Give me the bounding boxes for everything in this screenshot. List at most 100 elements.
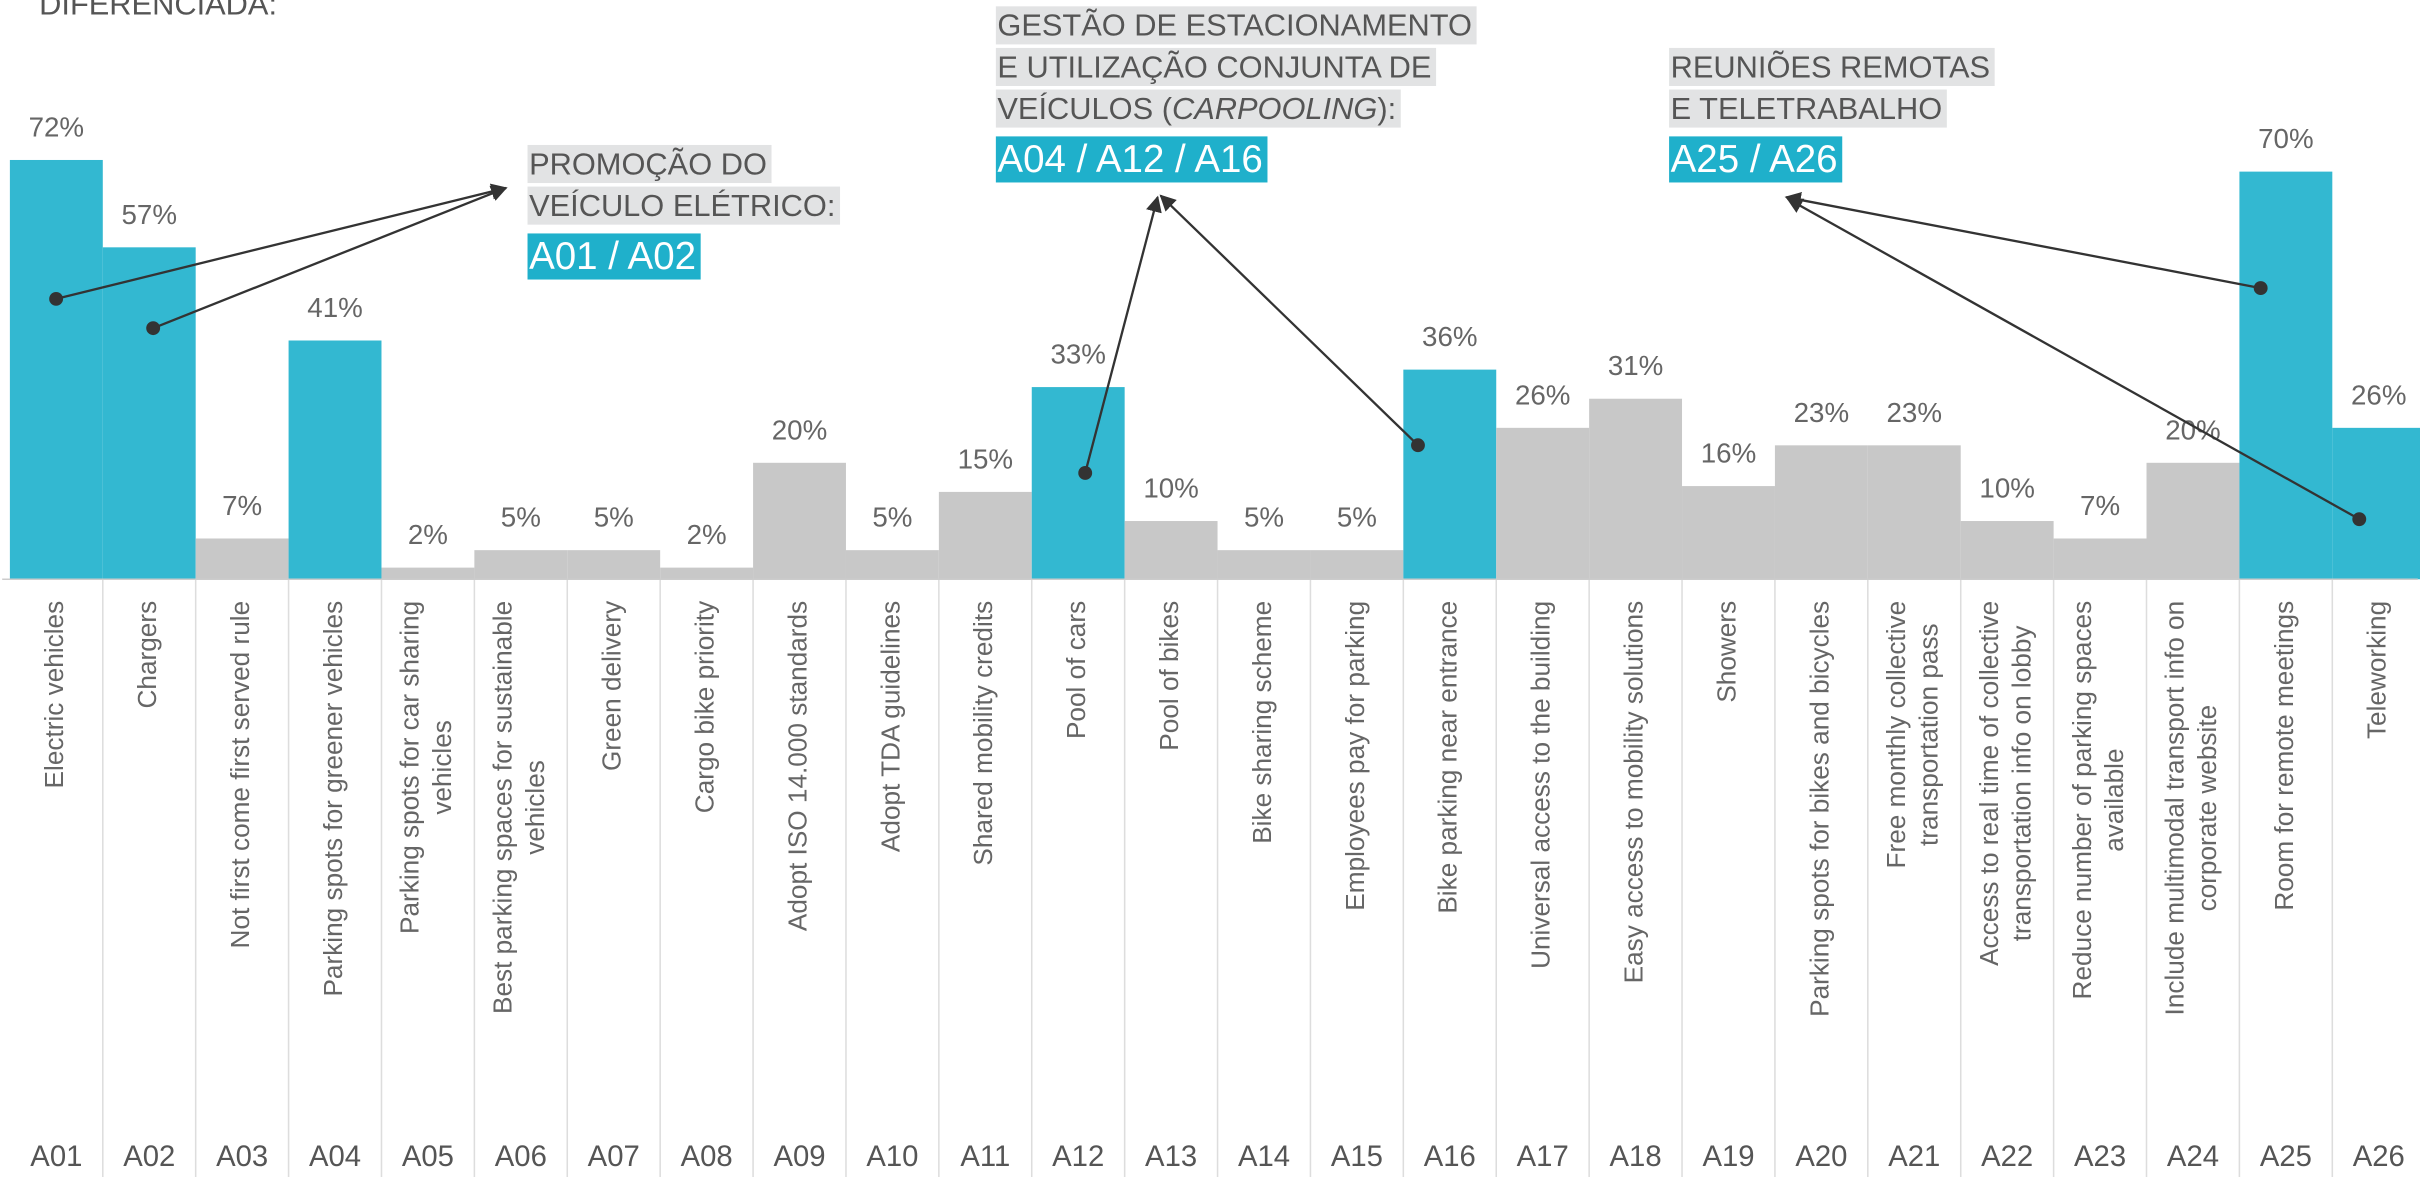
value-label: 16%: [1701, 438, 1756, 469]
annotation-codes: A04 / A12 / A16: [997, 138, 1262, 181]
bar: [195, 538, 289, 580]
bar: [102, 247, 196, 580]
highlight: [995, 136, 1268, 183]
annotation-line: VEÍCULO ELÉTRICO:: [529, 188, 835, 223]
category-label: Pool of cars: [1061, 601, 1091, 739]
category-code: A11: [960, 1141, 1010, 1173]
category-label: Not first come first served rule: [225, 601, 255, 949]
value-label: 41%: [307, 292, 362, 323]
bar: [9, 159, 103, 580]
category-label: Teleworking: [2362, 601, 2392, 739]
value-label: 5%: [501, 502, 541, 533]
annotation-line: VEÍCULOS (CARPOOLING):: [997, 91, 1396, 126]
annotation-text: E TELETRABALHO: [1671, 91, 1943, 126]
dot: [49, 291, 64, 306]
category-code: A08: [681, 1141, 733, 1173]
annotation-line: GESTÃO DE ESTACIONAMENTO: [997, 8, 1472, 43]
category-label: Employees pay for parking: [1340, 601, 1370, 911]
category-label: Free monthly collective: [1881, 601, 1911, 869]
category-code: A05: [402, 1141, 454, 1173]
arrow: [1784, 191, 2261, 290]
category-code: A13: [1145, 1141, 1197, 1173]
category-label: available: [2099, 748, 2129, 851]
category-code: A18: [1610, 1141, 1662, 1173]
dot: [2352, 512, 2367, 527]
dot: [146, 321, 161, 336]
annotation-text: REUNIÕES REMOTAS: [1671, 49, 1990, 84]
value-label: 72%: [29, 111, 84, 142]
bar: [567, 550, 661, 580]
chart-title: DIFERENCIADA:: [39, 0, 277, 21]
annotation-line: E UTILIZAÇÃO CONJUNTA DE: [997, 49, 1431, 84]
category-label: Room for remote meetings: [2269, 601, 2299, 911]
category-label: corporate website: [2192, 705, 2222, 912]
category-label: transportation info on lobby: [2006, 625, 2036, 942]
category-code: A22: [1981, 1141, 2033, 1173]
category-label: Electric vehicles: [39, 601, 69, 789]
bar: [381, 567, 475, 580]
value-label: 20%: [772, 414, 827, 445]
bar: [1403, 369, 1497, 580]
bar: [2053, 538, 2147, 580]
highlight: [995, 6, 1477, 45]
category-label: Include multimodal transport info on: [2160, 601, 2190, 1016]
category-label: Chargers: [132, 601, 162, 709]
value-label: 26%: [2351, 379, 2406, 410]
highlight: [1669, 47, 1995, 87]
bar: [2332, 427, 2420, 580]
category-label: transportation pass: [1913, 623, 1943, 846]
category-label: Green delivery: [597, 600, 627, 771]
category-code: A16: [1424, 1141, 1476, 1173]
category-code: A04: [309, 1141, 361, 1173]
value-label: 36%: [1422, 321, 1477, 352]
highlight: [527, 144, 772, 184]
category-code: A25: [2260, 1141, 2312, 1173]
arrow: [55, 183, 508, 300]
category-code: A26: [2353, 1141, 2405, 1173]
annotation-text: CARPOOLING: [1172, 91, 1377, 126]
annotation-text: PROMOÇÃO DO: [529, 147, 767, 182]
value-label: 31%: [1608, 350, 1663, 381]
value-label: 2%: [687, 519, 727, 550]
bar: [2239, 171, 2333, 580]
category-label: Pool of bikes: [1154, 601, 1184, 751]
value-label: 57%: [121, 199, 176, 230]
value-label: 7%: [222, 490, 262, 521]
bar: [1960, 521, 2054, 580]
bar: [1031, 387, 1125, 580]
highlight: [995, 47, 1437, 87]
value-label: 23%: [1794, 397, 1849, 428]
bar: [845, 550, 939, 580]
annotation-line: PROMOÇÃO DO: [529, 147, 767, 182]
annotation-text: ):: [1377, 91, 1396, 126]
category-label: vehicles: [520, 760, 550, 855]
value-label: 10%: [1143, 473, 1198, 504]
category-code: A14: [1238, 1141, 1290, 1173]
category-label: Parking spots for bikes and bicycles: [1804, 601, 1834, 1017]
value-label: 5%: [1337, 502, 1377, 533]
highlight: [1669, 136, 1843, 183]
category-label: Cargo bike priority: [690, 600, 720, 813]
annotation-text: E UTILIZAÇÃO CONJUNTA DE: [997, 49, 1431, 84]
arrow: [1159, 194, 1419, 447]
highlight: [527, 186, 841, 225]
bar: [938, 491, 1032, 580]
category-code: A15: [1331, 1141, 1383, 1173]
value-label: 33%: [1050, 339, 1105, 370]
annotations: PROMOÇÃO DO VEÍCULO ELÉTRICO: A01 / A02 GES…: [527, 6, 1995, 280]
category-label: Access to real time of collective: [1974, 601, 2004, 966]
category-label: vehicles: [427, 720, 457, 815]
bar: [1496, 427, 1590, 580]
category-code: A17: [1517, 1141, 1569, 1173]
annotation-text: GESTÃO DE ESTACIONAMENTO: [997, 8, 1472, 43]
value-label: 5%: [594, 502, 634, 533]
annotation-codes: A01 / A02: [529, 235, 696, 278]
bar: [753, 462, 846, 580]
category-label: Easy access to mobility solutions: [1619, 601, 1649, 984]
plot: 72% A01 Electric vehicles 57% A02 Chargers 7% A…: [2, 111, 2420, 1177]
category-label: Best parking spaces for sustainable: [488, 601, 518, 1014]
bar: [660, 567, 754, 580]
category-code: A12: [1052, 1141, 1104, 1173]
annotation-line: REUNIÕES REMOTAS: [1671, 49, 1990, 84]
